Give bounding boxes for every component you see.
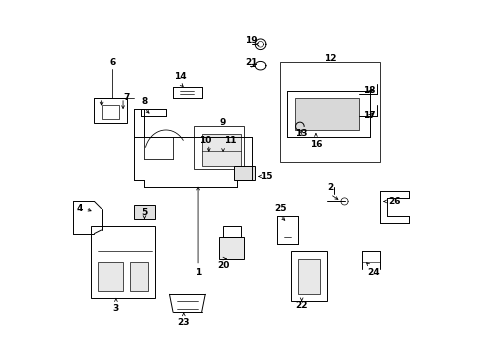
Text: 25: 25 bbox=[273, 204, 286, 213]
Bar bbox=[130, 262, 148, 291]
Bar bbox=[233, 166, 255, 180]
Text: 16: 16 bbox=[309, 140, 322, 149]
Bar bbox=[219, 237, 244, 258]
Bar bbox=[294, 98, 358, 130]
Text: 12: 12 bbox=[324, 54, 336, 63]
Text: 9: 9 bbox=[220, 118, 226, 127]
Bar bbox=[91, 226, 155, 298]
Bar bbox=[290, 251, 326, 301]
Text: 19: 19 bbox=[245, 36, 258, 45]
Text: 15: 15 bbox=[259, 172, 272, 181]
Text: 24: 24 bbox=[366, 268, 379, 277]
Text: 6: 6 bbox=[109, 58, 115, 67]
Text: 4: 4 bbox=[77, 204, 83, 213]
Text: 18: 18 bbox=[363, 86, 375, 95]
Text: 23: 23 bbox=[177, 318, 190, 327]
Text: 22: 22 bbox=[295, 301, 307, 310]
Bar bbox=[134, 205, 155, 219]
Text: 7: 7 bbox=[123, 93, 129, 102]
Bar bbox=[201, 134, 241, 166]
Bar bbox=[94, 98, 126, 123]
Text: 8: 8 bbox=[141, 97, 147, 106]
Text: 14: 14 bbox=[174, 72, 186, 81]
Text: 5: 5 bbox=[141, 208, 147, 217]
Bar bbox=[280, 62, 380, 162]
Bar bbox=[298, 258, 319, 294]
Text: 11: 11 bbox=[224, 136, 236, 145]
Text: 2: 2 bbox=[326, 183, 333, 192]
Text: 3: 3 bbox=[113, 304, 119, 313]
Text: 1: 1 bbox=[195, 268, 201, 277]
Text: 13: 13 bbox=[295, 129, 307, 138]
Bar bbox=[223, 226, 241, 237]
Text: 17: 17 bbox=[363, 111, 375, 120]
Text: 26: 26 bbox=[387, 197, 400, 206]
Bar bbox=[194, 126, 244, 169]
Bar bbox=[102, 105, 119, 119]
Text: 21: 21 bbox=[245, 58, 257, 67]
Text: 10: 10 bbox=[199, 136, 211, 145]
Text: 20: 20 bbox=[217, 261, 229, 270]
Bar bbox=[98, 262, 123, 291]
